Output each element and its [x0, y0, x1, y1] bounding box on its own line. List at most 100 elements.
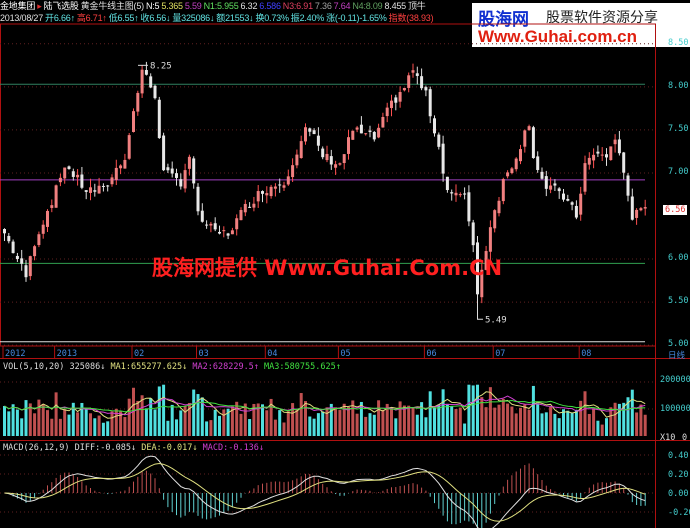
volume-bar	[424, 417, 428, 436]
candle-body	[265, 193, 269, 196]
macd-dea: DEA:-0.017↓	[141, 443, 198, 453]
info-field: 6.586	[259, 1, 281, 11]
candle-body	[424, 87, 428, 91]
candle-body	[587, 157, 591, 165]
volume-bar	[488, 387, 492, 436]
candle-body	[454, 192, 458, 196]
candle-body	[605, 154, 608, 158]
volume-bar	[213, 409, 217, 436]
candle-body	[428, 89, 432, 117]
time-label: 02	[134, 349, 145, 359]
candle-body	[385, 107, 389, 117]
volume-bar	[3, 405, 6, 436]
macd-label: MACD(26,12,9)	[3, 443, 70, 453]
candle-body	[93, 190, 97, 192]
candle-body	[24, 265, 28, 278]
volume-bar	[252, 403, 256, 436]
candle-body	[420, 76, 424, 89]
candle-body	[222, 230, 226, 232]
volume-bar	[15, 409, 19, 436]
candle-body	[463, 193, 467, 195]
volume-bar	[24, 400, 28, 436]
logo-name: 股海网	[478, 10, 529, 30]
volume-bar	[114, 408, 118, 436]
volume-bar	[308, 416, 312, 436]
vol-value: 325086↓	[69, 362, 106, 372]
period-label[interactable]: 日线	[668, 351, 686, 361]
candle-body	[213, 223, 217, 230]
candle-body	[273, 186, 277, 189]
volume-bar	[635, 412, 639, 436]
volume-bar	[342, 403, 346, 436]
volume-bar	[514, 413, 518, 436]
candle-body	[523, 130, 527, 147]
candle-body	[536, 156, 540, 170]
volume-bar	[553, 413, 557, 436]
volume-bar	[325, 407, 329, 436]
candle-body	[334, 164, 338, 168]
candle-body	[299, 141, 303, 158]
candle-body	[149, 76, 153, 88]
candle-body	[643, 207, 647, 209]
quote-info-row: 2013/08/27 开6.66↑ 高6.71↑ 低6.55↑ 收6.56↓ 量32508…	[0, 12, 435, 24]
volume-bar	[162, 384, 166, 436]
candle-body	[437, 134, 441, 147]
candle-body	[613, 139, 617, 145]
candle-body	[261, 191, 264, 194]
macd-tick: 0.20	[668, 470, 688, 480]
volume-bar	[402, 405, 406, 436]
volume-bar	[445, 403, 449, 436]
volume-bar	[291, 403, 295, 436]
volume-bar	[93, 418, 97, 436]
volume-bar	[501, 398, 505, 436]
volume-bar	[540, 413, 544, 436]
candle-body	[97, 185, 101, 194]
volume-bar	[136, 400, 140, 436]
candle-body	[411, 70, 415, 73]
volume-bar	[566, 410, 570, 436]
volume-bar	[312, 418, 316, 436]
candle-body	[226, 233, 230, 236]
stock-info-row: 金地集团 ▸ 陆飞选股 黄金牛线主图(5) N:5 5.365 5.59 N1:5.955 6.…	[0, 0, 428, 12]
volume-bar	[579, 400, 583, 436]
candle-body	[33, 246, 37, 257]
volume-bar	[140, 395, 144, 436]
volume-bar	[613, 402, 617, 436]
candle-body	[89, 187, 92, 193]
volume-bar	[463, 423, 467, 436]
volume-bar	[321, 411, 325, 436]
volume-bar	[50, 418, 54, 436]
volume-bar	[415, 414, 419, 436]
info-field: 5.59	[184, 1, 202, 11]
candle-body	[592, 154, 596, 161]
logo-url: Www.Guhai.com.cn	[478, 27, 637, 46]
candle-body	[205, 224, 209, 226]
candle-body	[58, 177, 62, 183]
diff-line	[4, 455, 646, 528]
volume-bar	[359, 401, 363, 436]
volume-bar	[153, 409, 157, 436]
candle-body	[28, 256, 32, 277]
vol-tick: 200000	[660, 375, 690, 385]
candle-body	[622, 152, 626, 173]
vol-ma3: MA3:580755.625↑	[264, 362, 341, 372]
candle-body	[351, 130, 355, 140]
volume-bar	[54, 392, 58, 436]
candle-body	[101, 185, 105, 187]
candle-body	[562, 193, 565, 200]
volume-bar	[175, 419, 178, 436]
volume-bar	[71, 402, 75, 436]
volume-bar	[626, 397, 630, 436]
candle-body	[445, 176, 449, 191]
volume-bar	[132, 387, 135, 436]
candle-body	[291, 165, 295, 178]
info-field: 6.32	[240, 1, 258, 11]
volume-bar	[583, 391, 587, 436]
volume-header: VOL(5,10,20) 325086↓ MA1:655277.625↓ MA2…	[3, 362, 341, 373]
candle-body	[458, 194, 462, 196]
time-label: 04	[267, 349, 278, 359]
info-field: 涨(-0.11)-1.65%	[326, 13, 387, 23]
volume-bar	[63, 409, 67, 436]
candle-body	[192, 158, 196, 184]
